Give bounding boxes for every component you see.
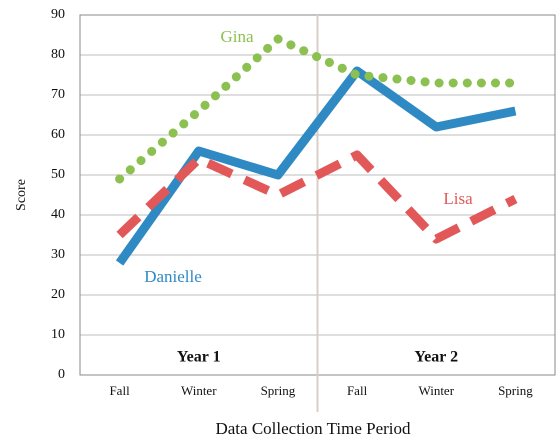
- series-label: Gina: [220, 27, 254, 46]
- group-label: Year 1: [177, 349, 221, 366]
- series-line: [116, 150, 518, 244]
- y-tick-label: 50: [51, 167, 65, 182]
- y-tick-label: 90: [51, 7, 65, 22]
- y-tick-label: 40: [51, 207, 65, 222]
- x-tick-label: Winter: [418, 383, 454, 398]
- x-tick-label: Fall: [347, 383, 368, 398]
- series-line: [115, 34, 520, 184]
- x-tick-label: Fall: [109, 383, 130, 398]
- y-tick-label: 80: [51, 47, 65, 62]
- series-label: Lisa: [443, 189, 473, 208]
- y-tick-label: 20: [51, 287, 65, 302]
- x-tick-label: Winter: [181, 383, 217, 398]
- x-tick-label: Spring: [498, 383, 533, 398]
- series-label: Danielle: [144, 267, 202, 286]
- y-tick-label: 60: [51, 127, 65, 142]
- x-axis-label: Data Collection Time Period: [215, 419, 411, 438]
- y-axis-label: Score: [14, 179, 29, 211]
- x-tick-label: Spring: [261, 383, 296, 398]
- y-tick-label: 10: [51, 327, 65, 342]
- y-tick-label: 0: [58, 367, 65, 382]
- y-tick-label: 70: [51, 87, 65, 102]
- group-label: Year 2: [414, 349, 458, 366]
- y-tick-label: 30: [51, 247, 65, 262]
